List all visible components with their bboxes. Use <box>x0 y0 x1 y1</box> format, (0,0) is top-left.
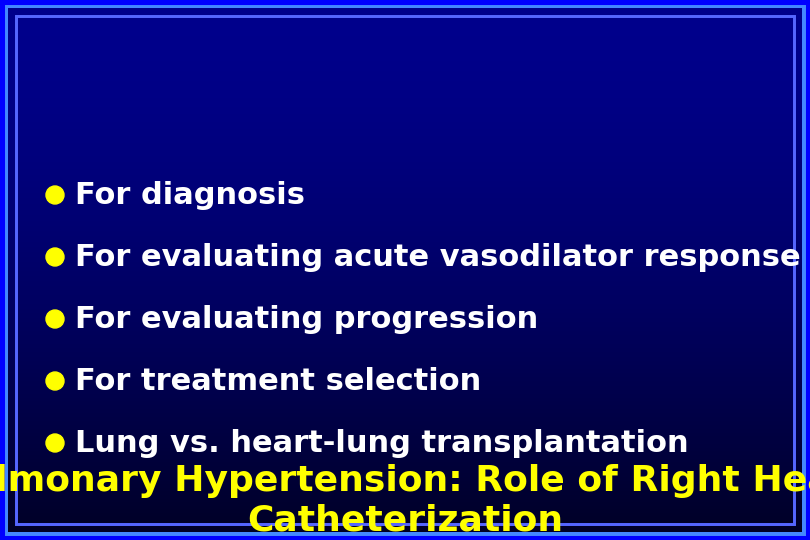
Circle shape <box>46 186 64 204</box>
Text: For evaluating progression: For evaluating progression <box>75 305 539 334</box>
Circle shape <box>46 248 64 266</box>
Text: For evaluating acute vasodilator response: For evaluating acute vasodilator respons… <box>75 242 800 272</box>
Circle shape <box>46 434 64 452</box>
Text: Pulmonary Hypertension: Role of Right Heart
Catheterization: Pulmonary Hypertension: Role of Right He… <box>0 464 810 538</box>
Circle shape <box>46 372 64 390</box>
Circle shape <box>46 310 64 328</box>
Text: Lung vs. heart-lung transplantation: Lung vs. heart-lung transplantation <box>75 429 688 457</box>
Text: For treatment selection: For treatment selection <box>75 367 481 395</box>
Text: For diagnosis: For diagnosis <box>75 180 305 210</box>
